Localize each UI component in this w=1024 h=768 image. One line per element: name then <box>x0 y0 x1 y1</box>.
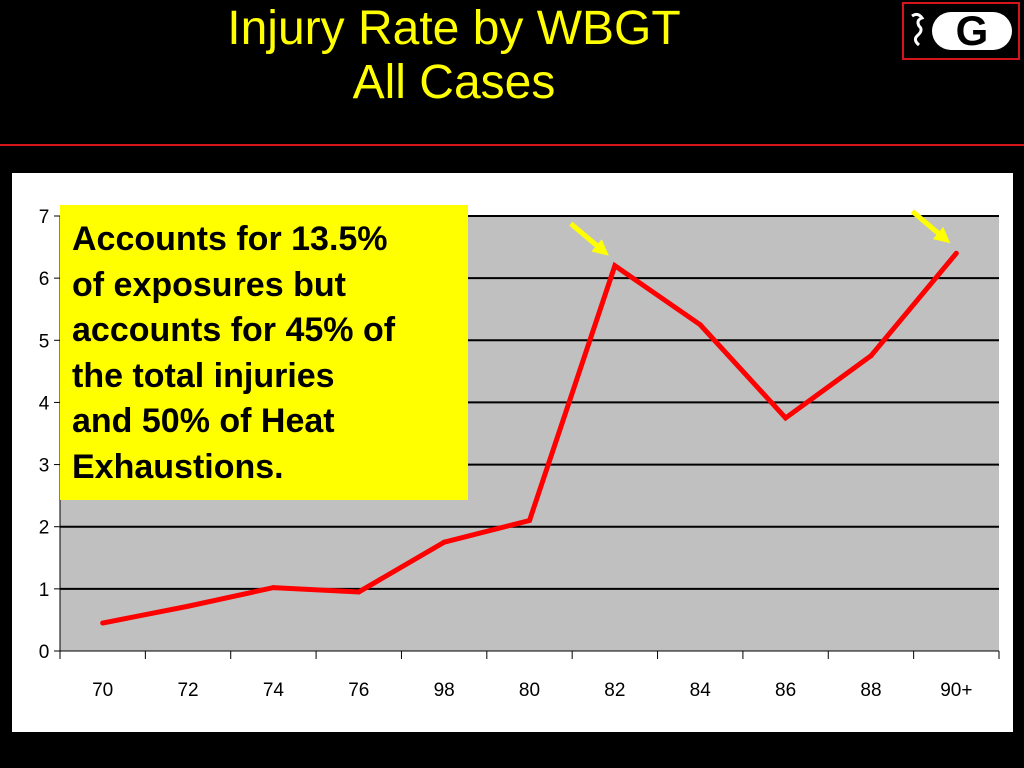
data-point <box>783 415 789 421</box>
x-tick-label: 82 <box>604 680 625 701</box>
x-tick-label: 86 <box>775 680 796 701</box>
arrow-shaft <box>569 221 602 251</box>
x-tick-label: 72 <box>177 680 198 701</box>
x-tick-label: 76 <box>348 680 369 701</box>
data-point <box>953 250 959 256</box>
x-tick-label: 88 <box>860 680 881 701</box>
data-point <box>356 589 362 595</box>
data-point <box>697 322 703 328</box>
y-tick-label: 1 <box>39 580 50 601</box>
arrow-head <box>591 239 609 256</box>
callout-line: of exposures but <box>72 265 346 304</box>
x-tick-label: 90+ <box>940 680 972 701</box>
annotation-arrow <box>569 221 609 256</box>
x-tick-label: 70 <box>92 680 113 701</box>
data-point <box>868 353 874 359</box>
y-tick-label: 5 <box>39 331 50 352</box>
callout-line: Accounts for 13.5% <box>72 220 388 258</box>
arrow-head <box>932 226 951 244</box>
data-point <box>612 263 618 269</box>
x-tick-label: 98 <box>434 680 455 701</box>
georgia-g-logo: G <box>902 2 1020 60</box>
y-tick-label: 3 <box>39 456 50 477</box>
y-tick-label: 2 <box>39 518 50 539</box>
title-divider <box>0 144 1024 146</box>
x-tick-label: 80 <box>519 680 540 701</box>
title-line-1: Injury Rate by WBGT <box>227 2 681 55</box>
x-tick-label: 84 <box>690 680 712 701</box>
y-tick-label: 0 <box>39 642 50 663</box>
callout-line: the total injuries <box>72 356 335 395</box>
callout-line: accounts for 45% of <box>72 311 396 349</box>
data-point <box>100 620 106 626</box>
title-line-2: All Cases <box>352 56 556 109</box>
callout-line: and 50% of Heat <box>72 402 335 440</box>
x-tick-label: 74 <box>263 680 285 701</box>
data-point <box>185 603 191 609</box>
data-point <box>270 585 276 591</box>
arrow-shaft <box>910 209 943 238</box>
data-point <box>527 518 532 523</box>
svg-text:G: G <box>956 7 989 54</box>
y-tick-label: 4 <box>39 393 50 414</box>
callout-line: Exhaustions. <box>72 447 284 486</box>
slide-title: Injury Rate by WBGT All Cases <box>0 2 908 110</box>
annotation-arrow <box>910 209 951 244</box>
callout-box: Accounts for 13.5% of exposures but acco… <box>60 205 468 500</box>
data-point <box>441 539 447 545</box>
y-tick-label: 6 <box>39 269 50 290</box>
y-tick-label: 7 <box>39 207 50 228</box>
